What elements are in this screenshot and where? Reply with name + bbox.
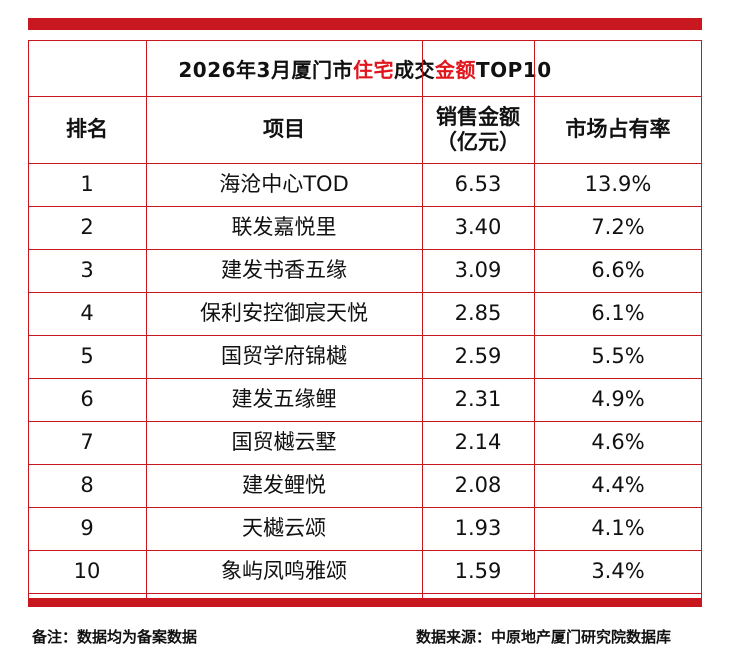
cell-project: 海沧中心TOD (219, 172, 349, 197)
cell-share: 5.5% (591, 344, 645, 369)
horizontal-grid-line (28, 464, 702, 465)
cell-sales: 3.40 (454, 215, 502, 240)
horizontal-grid-line (28, 421, 702, 422)
cell-project: 国贸樾云墅 (231, 430, 337, 455)
header-market-share: 市场占有率 (565, 117, 671, 142)
vertical-grid-line (701, 40, 702, 598)
cell-sales: 2.08 (454, 473, 502, 498)
vertical-grid-line (534, 40, 535, 598)
horizontal-grid-line (28, 40, 702, 41)
cell-project: 建发五缘鲤 (231, 387, 337, 412)
cell-rank: 9 (80, 516, 94, 541)
header-rank: 排名 (66, 117, 108, 142)
cell-rank: 5 (80, 344, 94, 369)
cell-sales: 1.59 (454, 559, 502, 584)
cell-project: 建发书香五缘 (221, 258, 347, 283)
cell-project: 保利安控御宸天悦 (200, 301, 368, 326)
horizontal-grid-line (28, 206, 702, 207)
cell-share: 7.2% (591, 215, 645, 240)
cell-rank: 1 (80, 172, 94, 197)
top-red-bar (28, 18, 702, 30)
cell-share: 6.6% (591, 258, 645, 283)
title-middle: 成交 (393, 58, 435, 82)
cell-share: 4.9% (591, 387, 645, 412)
header-project: 项目 (263, 117, 305, 142)
table-title: 2026年3月厦门市住宅成交金额TOP10 (28, 52, 702, 88)
vertical-grid-line (422, 40, 423, 598)
cell-project: 联发嘉悦里 (231, 215, 337, 240)
cell-share: 6.1% (591, 301, 645, 326)
cell-share: 3.4% (591, 559, 645, 584)
title-highlight-amount: 金额 (434, 58, 476, 82)
cell-rank: 4 (80, 301, 94, 326)
cell-rank: 8 (80, 473, 94, 498)
vertical-grid-line (28, 40, 29, 598)
horizontal-grid-line (28, 163, 702, 164)
cell-rank: 2 (80, 215, 94, 240)
title-prefix: 2026年3月厦门市 (178, 58, 353, 82)
horizontal-grid-line (28, 378, 702, 379)
cell-project: 建发鲤悦 (242, 473, 326, 498)
horizontal-grid-line (28, 292, 702, 293)
cell-rank: 6 (80, 387, 94, 412)
bottom-red-bar (28, 598, 702, 607)
cell-sales: 2.85 (454, 301, 502, 326)
horizontal-grid-line (28, 335, 702, 336)
header-sales-amount: 销售金额 （亿元） (422, 96, 534, 163)
vertical-grid-line (146, 40, 147, 598)
horizontal-grid-line (28, 550, 702, 551)
footer-note: 备注：数据均为备案数据 (32, 628, 198, 646)
cell-share: 13.9% (584, 172, 652, 197)
footer-source: 数据来源：中原地产厦门研究院数据库 (416, 628, 672, 646)
cell-share: 4.6% (591, 430, 645, 455)
cell-share: 4.4% (591, 473, 645, 498)
cell-project: 国贸学府锦樾 (221, 344, 347, 369)
cell-share: 4.1% (591, 516, 645, 541)
title-highlight-residential: 住宅 (352, 58, 394, 82)
cell-sales: 2.31 (454, 387, 502, 412)
cell-sales: 6.53 (454, 172, 502, 197)
cell-project: 象屿凤鸣雅颂 (221, 559, 347, 584)
horizontal-grid-line (28, 593, 702, 594)
horizontal-grid-line (28, 507, 702, 508)
horizontal-grid-line (28, 96, 702, 97)
cell-sales: 2.59 (454, 344, 502, 369)
title-suffix: TOP10 (475, 58, 552, 82)
horizontal-grid-line (28, 249, 702, 250)
cell-rank: 10 (73, 559, 101, 584)
header-sales-line1: 销售金额 (436, 105, 520, 130)
cell-project: 天樾云颂 (242, 516, 326, 541)
cell-sales: 2.14 (454, 430, 502, 455)
cell-rank: 3 (80, 258, 94, 283)
cell-rank: 7 (80, 430, 94, 455)
cell-sales: 1.93 (454, 516, 502, 541)
header-sales-line2: （亿元） (436, 129, 520, 154)
cell-sales: 3.09 (454, 258, 502, 283)
